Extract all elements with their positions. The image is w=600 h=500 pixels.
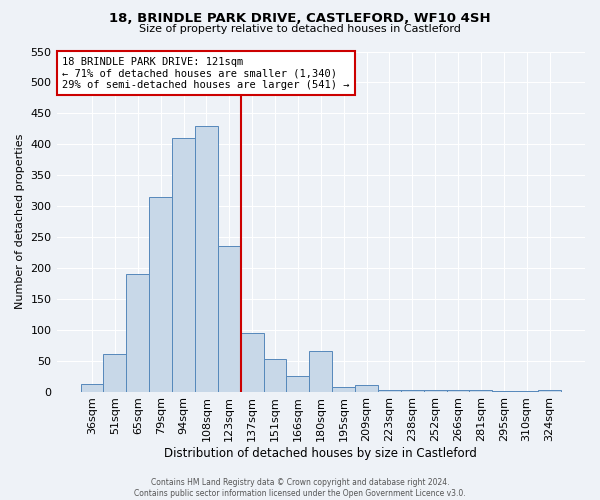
Text: 18 BRINDLE PARK DRIVE: 121sqm
← 71% of detached houses are smaller (1,340)
29% o: 18 BRINDLE PARK DRIVE: 121sqm ← 71% of d…	[62, 56, 349, 90]
Text: Contains HM Land Registry data © Crown copyright and database right 2024.
Contai: Contains HM Land Registry data © Crown c…	[134, 478, 466, 498]
Bar	[424, 390, 446, 392]
Bar	[149, 197, 172, 392]
Bar	[80, 384, 103, 392]
Bar	[218, 246, 241, 392]
Bar	[172, 138, 195, 392]
Bar	[469, 390, 493, 392]
Bar	[515, 391, 538, 392]
Bar	[493, 391, 515, 392]
Bar	[401, 390, 424, 392]
Y-axis label: Number of detached properties: Number of detached properties	[15, 134, 25, 309]
Bar	[286, 376, 310, 392]
Bar	[127, 274, 149, 392]
Bar	[103, 354, 127, 392]
Bar	[310, 352, 332, 392]
Bar	[378, 390, 401, 392]
Text: Size of property relative to detached houses in Castleford: Size of property relative to detached ho…	[139, 24, 461, 34]
Bar	[263, 360, 286, 392]
Bar	[355, 386, 378, 392]
Bar	[332, 386, 355, 392]
Text: 18, BRINDLE PARK DRIVE, CASTLEFORD, WF10 4SH: 18, BRINDLE PARK DRIVE, CASTLEFORD, WF10…	[109, 12, 491, 26]
Bar	[538, 390, 561, 392]
X-axis label: Distribution of detached houses by size in Castleford: Distribution of detached houses by size …	[164, 447, 477, 460]
Bar	[446, 390, 469, 392]
Bar	[241, 333, 263, 392]
Bar	[195, 126, 218, 392]
